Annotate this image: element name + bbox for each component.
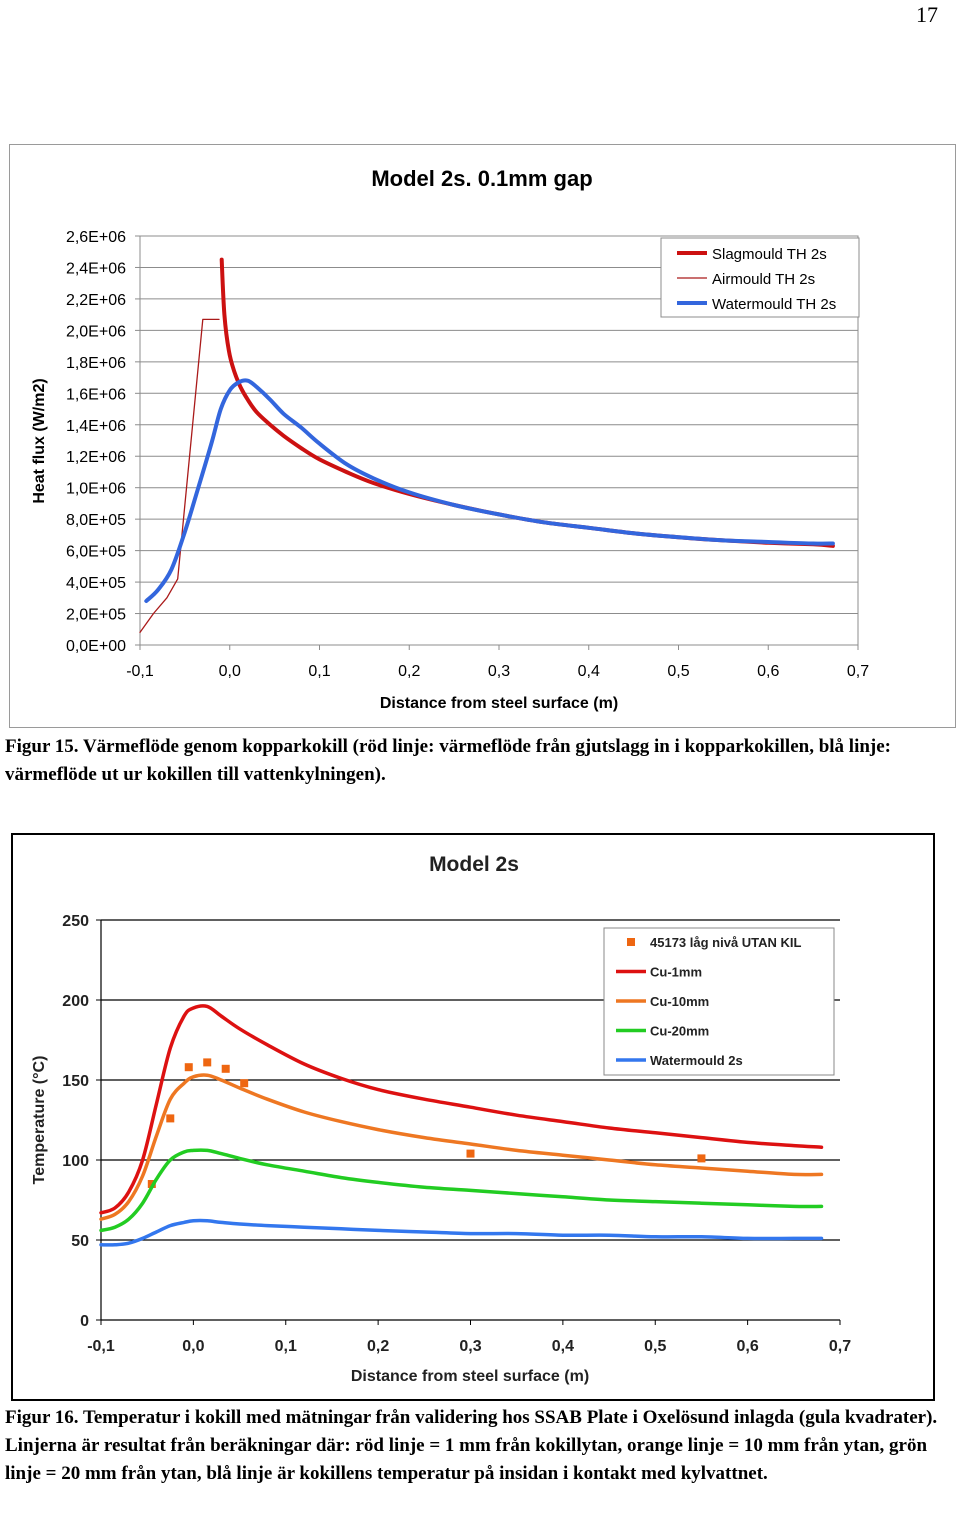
x-axis-label: Distance from steel surface (m) [380,695,618,712]
y-tick-label: 2,6E+06 [66,229,126,246]
x-tick-label: 0,0 [182,1338,204,1355]
y-tick-label: 1,4E+06 [66,418,126,435]
series-line-cu-1mm [99,1004,824,1215]
data-point-45173-l-g-niv-utan-kil [466,1149,475,1158]
x-tick-label: 0,1 [275,1338,297,1355]
y-tick-label: 1,8E+06 [66,355,126,372]
series-line-watermould-th-2s [144,378,835,603]
series-line-watermould-2s [99,1218,824,1247]
data-point-45173-l-g-niv-utan-kil [221,1064,230,1073]
x-tick-label: 0,1 [308,663,330,680]
series-line-cu-10mm [99,1073,824,1221]
y-tick-label: 1,6E+06 [66,386,126,403]
x-axis-label: Distance from steel surface (m) [351,1368,589,1385]
legend-swatch [627,938,635,946]
chart-title: Model 2s. 0.1mm gap [371,166,592,191]
y-tick-label: 2,0E+06 [66,323,126,340]
x-tick-label: 0,3 [459,1338,481,1355]
data-point-45173-l-g-niv-utan-kil [697,1154,706,1163]
legend-label: Airmould TH 2s [712,271,815,288]
x-tick-label: 0,0 [219,663,241,680]
y-axis-label: Heat flux (W/m2) [31,378,48,503]
temperature-chart-svg: 0 50 100 150 200 250 -0,1 0,0 0,1 0,2 0,3 0,4 0,5 0,6… [31,853,851,1385]
y-tick-label: 100 [62,1153,89,1170]
x-tick-label: 0,2 [398,663,420,680]
series-line-airmould-th-2s [139,318,220,634]
x-tick-label: 0,7 [847,663,869,680]
legend-label: Slagmould TH 2s [712,246,827,263]
y-tick-label: 1,0E+06 [66,481,126,498]
data-point-45173-l-g-niv-utan-kil [203,1058,212,1067]
y-axis-label: Temperature (°C) [31,1056,48,1185]
y-tick-label: 150 [62,1073,89,1090]
y-tick-label: 2,0E+05 [66,607,126,624]
x-tick-label: 0,7 [829,1338,851,1355]
y-tick-label: 1,2E+06 [66,449,126,466]
x-tick-label: 0,6 [757,663,779,680]
x-tick-label: 0,2 [367,1338,389,1355]
figure-15-caption: Figur 15. Värmeflöde genom kopparkokill … [5,736,891,785]
y-tick-label: 0 [80,1313,89,1330]
legend-label: Watermould 2s [650,1053,743,1068]
legend-label: Watermould TH 2s [712,296,836,313]
x-tick-label: 0,5 [644,1338,666,1355]
x-tick-label: 0,6 [737,1338,759,1355]
y-tick-label: 6,0E+05 [66,544,126,561]
y-tick-label: 2,4E+06 [66,260,126,277]
data-point-45173-l-g-niv-utan-kil [166,1114,175,1123]
legend-label: Cu-10mm [650,994,709,1009]
x-tick-label: -0,1 [126,663,154,680]
heat-flux-chart-svg: 0,0E+00 2,0E+05 4,0E+05 6,0E+05 8,0E+05 1,0E+… [31,166,869,712]
chart-title: Model 2s [429,853,519,876]
y-tick-label: 250 [62,913,89,930]
y-tick-label: 0,0E+00 [66,638,126,655]
heat-flux-chart: 0,0E+00 2,0E+05 4,0E+05 6,0E+05 8,0E+05 1,0E+… [9,144,956,728]
series-line-cu-20mm [99,1148,824,1233]
y-tick-label: 200 [62,993,89,1010]
data-point-45173-l-g-niv-utan-kil [184,1063,193,1072]
x-tick-label: 0,4 [552,1338,574,1355]
x-tick-label: -0,1 [87,1338,115,1355]
temperature-chart: 0 50 100 150 200 250 -0,1 0,0 0,1 0,2 0,3 0,4 0,5 0,6… [11,833,935,1401]
x-tick-label: 0,4 [578,663,600,680]
legend-label: 45173 låg nivå UTAN KIL [650,935,802,950]
legend-label: Cu-1mm [650,965,702,980]
figure-16-caption: Figur 16. Temperatur i kokill med mätnin… [5,1407,938,1484]
x-tick-label: 0,5 [667,663,689,680]
y-tick-label: 2,2E+06 [66,292,126,309]
y-tick-label: 50 [71,1233,89,1250]
y-tick-label: 8,0E+05 [66,512,126,529]
x-tick-label: 0,3 [488,663,510,680]
y-tick-label: 4,0E+05 [66,575,126,592]
page-number: 17 [916,2,938,27]
data-point-45173-l-g-niv-utan-kil [240,1079,249,1088]
legend-label: Cu-20mm [650,1024,709,1039]
